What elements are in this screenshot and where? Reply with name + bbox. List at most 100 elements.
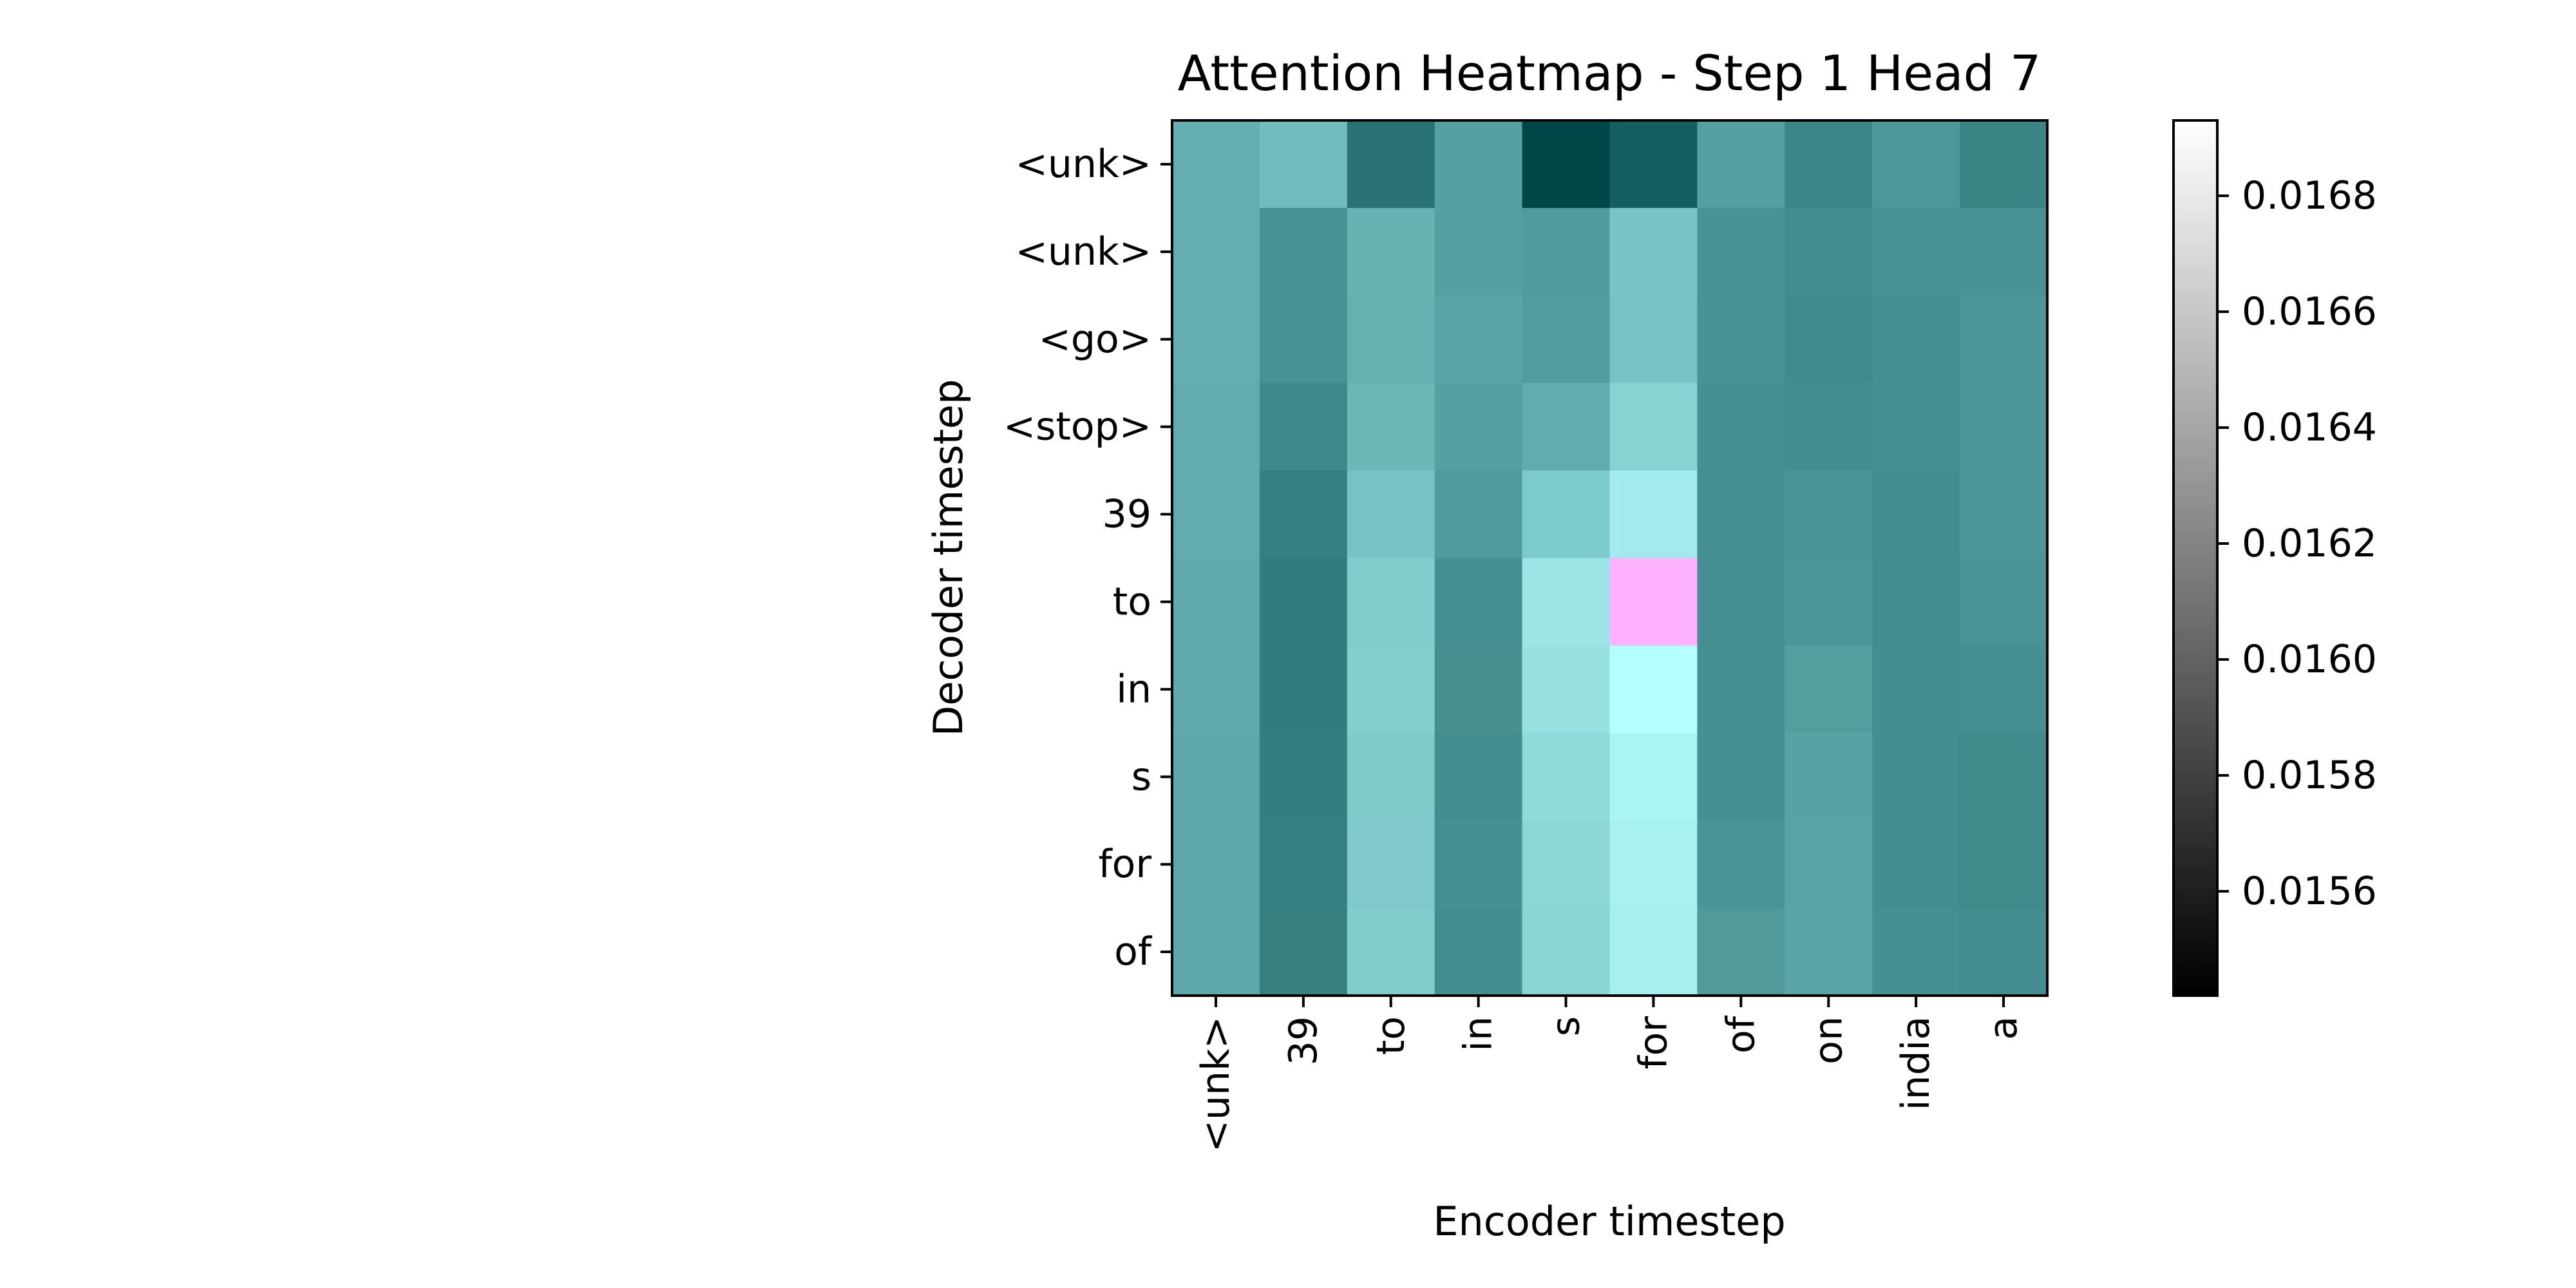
y-axis-ticks: <unk> <unk> <go> <stop> 39 to in s for of xyxy=(1003,142,1172,974)
heatmap-cell-r5-c3 xyxy=(1434,558,1523,646)
heatmap-cell-r7-c7 xyxy=(1785,733,1873,821)
y-tick-label: of xyxy=(1114,929,1153,974)
heatmap-cell-r6-c3 xyxy=(1434,645,1523,734)
heatmap-cell-r6-c0 xyxy=(1172,645,1260,734)
x-tick-label: <unk> xyxy=(1193,1016,1238,1152)
heatmap-cell-r4-c2 xyxy=(1347,470,1435,559)
x-tick-label: of xyxy=(1718,1015,1763,1054)
heatmap-cell-r8-c3 xyxy=(1434,820,1523,909)
heatmap-cell-r6-c6 xyxy=(1697,645,1785,734)
heatmap-cell-r3-c6 xyxy=(1697,383,1785,471)
heatmap-cell-r7-c0 xyxy=(1172,733,1260,821)
heatmap-cell-r2-c1 xyxy=(1259,295,1348,384)
heatmap-cell-r3-c9 xyxy=(1960,383,2048,471)
heatmap-cell-r5-c7 xyxy=(1785,558,1873,646)
x-tick-label: to xyxy=(1368,1016,1414,1055)
heatmap-cell-r0-c1 xyxy=(1259,120,1348,209)
colorbar-tick-label: 0.0164 xyxy=(2242,405,2377,450)
heatmap-cell-r9-c0 xyxy=(1172,908,1260,996)
heatmap-cell-r3-c4 xyxy=(1522,383,1611,471)
heatmap-cell-r0-c4 xyxy=(1522,120,1611,209)
heatmap-cell-r9-c2 xyxy=(1347,908,1435,996)
heatmap-cell-r1-c5 xyxy=(1609,207,1698,296)
heatmap-cell-r5-c2 xyxy=(1347,558,1435,646)
y-axis-label: Decoder timestep xyxy=(925,379,972,737)
heatmap-cell-r1-c6 xyxy=(1697,207,1785,296)
heatmap-cell-r5-c8 xyxy=(1872,558,1960,646)
heatmap-cell-r8-c7 xyxy=(1785,820,1873,909)
heatmap-cell-r4-c4 xyxy=(1522,470,1611,559)
heatmap-cell-r5-c1 xyxy=(1259,558,1348,646)
heatmap-cell-r5-c5 xyxy=(1609,558,1698,646)
heatmap-cell-r1-c9 xyxy=(1960,207,2048,296)
heatmap-cell-r9-c9 xyxy=(1960,908,2048,996)
heatmap-cell-r4-c8 xyxy=(1872,470,1960,559)
heatmap-cell-r2-c4 xyxy=(1522,295,1611,384)
x-axis-ticks: <unk> 39 to in s for of on india a xyxy=(1193,996,2026,1152)
heatmap-cell-r1-c3 xyxy=(1434,207,1523,296)
x-tick-label: for xyxy=(1631,1016,1676,1070)
heatmap-cell-r1-c1 xyxy=(1259,207,1348,296)
heatmap-cell-r1-c8 xyxy=(1872,207,1960,296)
heatmap-cell-r8-c9 xyxy=(1960,820,2048,909)
heatmap-cell-r7-c3 xyxy=(1434,733,1523,821)
heatmap-cell-r8-c8 xyxy=(1872,820,1960,909)
heatmap-cell-r6-c1 xyxy=(1259,645,1348,734)
heatmap-cell-r2-c3 xyxy=(1434,295,1523,384)
heatmap-cell-r1-c2 xyxy=(1347,207,1435,296)
y-tick-label: for xyxy=(1099,842,1152,887)
heatmap-cell-r4-c9 xyxy=(1960,470,2048,559)
x-tick-label: s xyxy=(1544,1016,1589,1036)
heatmap-frame xyxy=(1171,119,2049,997)
heatmap-cell-r2-c7 xyxy=(1785,295,1873,384)
heatmap-cell-r0-c5 xyxy=(1609,120,1698,209)
heatmap-cell-r9-c8 xyxy=(1872,908,1960,996)
colorbar-tick-label: 0.0160 xyxy=(2242,637,2377,682)
heatmap-cell-r1-c7 xyxy=(1785,207,1873,296)
heatmap-cell-r6-c7 xyxy=(1785,645,1873,734)
heatmap-cell-r8-c5 xyxy=(1609,820,1698,909)
y-tick-label: 39 xyxy=(1103,492,1151,537)
colorbar-tick-label: 0.0156 xyxy=(2242,869,2377,914)
heatmap-cell-r8-c0 xyxy=(1172,820,1260,909)
y-tick-label: to xyxy=(1113,579,1151,624)
colorbar-tick-label: 0.0158 xyxy=(2242,753,2377,798)
colorbar xyxy=(2172,119,2219,997)
x-tick-label: 39 xyxy=(1281,1016,1326,1065)
heatmap-cell-r8-c1 xyxy=(1259,820,1348,909)
heatmap-cell-r4-c7 xyxy=(1785,470,1873,559)
heatmap-cell-r8-c2 xyxy=(1347,820,1435,909)
colorbar-tick-label: 0.0162 xyxy=(2242,521,2377,566)
heatmap-cell-r7-c8 xyxy=(1872,733,1960,821)
heatmap-cell-r8-c6 xyxy=(1697,820,1785,909)
x-tick-label: a xyxy=(1981,1016,2026,1040)
heatmap-cell-r1-c0 xyxy=(1172,207,1260,296)
heatmap-cell-r9-c1 xyxy=(1259,908,1348,996)
x-tick-label: on xyxy=(1806,1016,1851,1065)
y-tick-label: <go> xyxy=(1039,317,1151,362)
heatmap-cell-r4-c0 xyxy=(1172,470,1260,559)
heatmap-cell-r5-c0 xyxy=(1172,558,1260,646)
heatmap-cell-r0-c6 xyxy=(1697,120,1785,209)
heatmap-cell-r9-c4 xyxy=(1522,908,1611,996)
heatmap-cell-r0-c8 xyxy=(1872,120,1960,209)
heatmap-cell-r9-c5 xyxy=(1609,908,1698,996)
y-tick-label: s xyxy=(1132,754,1151,799)
heatmap-cell-r3-c2 xyxy=(1347,383,1435,471)
heatmap-cell-r5-c6 xyxy=(1697,558,1785,646)
heatmap-cell-r2-c6 xyxy=(1697,295,1785,384)
heatmap-cell-r5-c4 xyxy=(1522,558,1611,646)
heatmap-cell-r9-c3 xyxy=(1434,908,1523,996)
heatmap-cell-r3-c1 xyxy=(1259,383,1348,471)
heatmap-cell-r8-c4 xyxy=(1522,820,1611,909)
y-tick-label: <unk> xyxy=(1016,229,1151,274)
heatmap-cell-r9-c6 xyxy=(1697,908,1785,996)
heatmap-cell-r2-c2 xyxy=(1347,295,1435,384)
heatmap-cell-r2-c5 xyxy=(1609,295,1698,384)
x-tick-label: india xyxy=(1893,1016,1938,1110)
heatmap-cell-r7-c2 xyxy=(1347,733,1435,821)
heatmap-cell-r0-c3 xyxy=(1434,120,1523,209)
heatmap-cell-r7-c1 xyxy=(1259,733,1348,821)
heatmap-cell-r7-c9 xyxy=(1960,733,2048,821)
colorbar-ticks: 0.0156 0.0158 0.0160 0.0162 0.0164 0.0166 0.01… xyxy=(2217,173,2377,914)
